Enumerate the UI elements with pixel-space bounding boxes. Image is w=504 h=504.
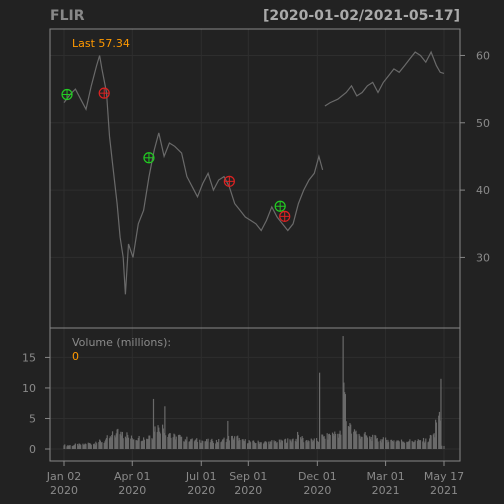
sell-marker xyxy=(279,210,291,222)
price-tick-label: 30 xyxy=(476,251,490,264)
grid-layer xyxy=(50,29,460,461)
volume-tick-label: 15 xyxy=(22,351,36,364)
date-tick-year: 2020 xyxy=(187,484,215,497)
date-tick-year: 2021 xyxy=(430,484,458,497)
date-tick-year: 2020 xyxy=(303,484,331,497)
date-tick-label: Mar 01 xyxy=(366,470,404,483)
volume-tick-label: 0 xyxy=(29,443,36,456)
date-tick-label: Jan 02 xyxy=(46,470,81,483)
sell-marker xyxy=(98,87,110,99)
last-price-label: Last 57.34 xyxy=(72,37,130,50)
volume-tick-label: 10 xyxy=(22,382,36,395)
price-panel-frame xyxy=(49,28,461,329)
date-tick-label: May 17 xyxy=(424,470,464,483)
buy-marker xyxy=(143,152,155,164)
date-tick-year: 2020 xyxy=(118,484,146,497)
volume-last-value: 0 xyxy=(72,350,79,363)
trade-markers xyxy=(61,87,291,222)
date-tick-year: 2020 xyxy=(234,484,262,497)
buy-marker xyxy=(274,200,286,212)
price-line xyxy=(324,50,445,107)
volume-label: Volume (millions): xyxy=(72,336,171,349)
date-tick-label: Dec 01 xyxy=(298,470,337,483)
price-line xyxy=(63,55,324,295)
date-tick-label: Sep 01 xyxy=(229,470,267,483)
chart-title: FLIR xyxy=(50,8,85,24)
sell-marker xyxy=(223,175,235,187)
price-tick-label: 40 xyxy=(476,184,490,197)
date-tick-label: Apr 01 xyxy=(114,470,151,483)
volume-tick-label: 5 xyxy=(29,412,36,425)
volume-panel-frame xyxy=(49,327,461,462)
date-tick-year: 2020 xyxy=(50,484,78,497)
price-tick-label: 50 xyxy=(476,117,490,130)
buy-marker xyxy=(61,88,73,101)
volume-bars xyxy=(63,336,445,449)
date-tick-label: Jul 01 xyxy=(185,470,217,483)
price-series xyxy=(63,50,445,295)
date-range-label: [2020-01-02/2021-05-17] xyxy=(263,8,460,24)
price-tick-label: 60 xyxy=(476,49,490,62)
date-tick-year: 2021 xyxy=(372,484,400,497)
